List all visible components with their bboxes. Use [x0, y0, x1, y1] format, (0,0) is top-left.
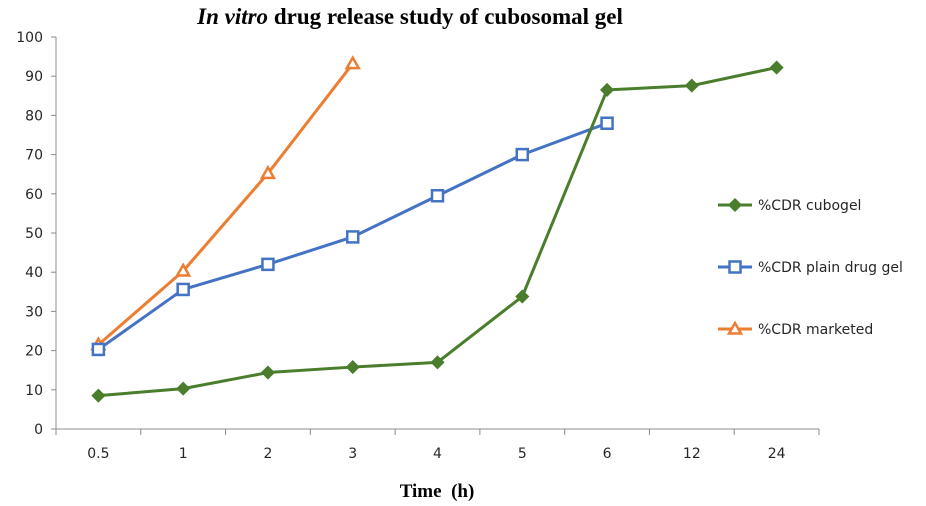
y-tick-label: 0 [34, 422, 43, 438]
legend-label: %CDR marketed [758, 322, 873, 338]
legend-label: %CDR plain drug gel [758, 260, 903, 276]
data-point-cdr-cubogel [599, 82, 615, 97]
data-point-cdr-cubogel [684, 78, 699, 93]
legend-label: %CDR cubogel [758, 198, 861, 214]
data-point-cdr-plain-drug-gel [430, 189, 445, 203]
legend-item-cdr-cubogel: %CDR cubogel [718, 197, 861, 214]
x-tick-label: 6 [603, 446, 612, 462]
data-point-cdr-plain-drug-gel [91, 342, 106, 357]
y-tick-label: 60 [25, 187, 43, 203]
data-point-cdr-marketed [175, 262, 192, 277]
data-point-cdr-cubogel [176, 381, 191, 396]
legend-item-cdr-plain-drug-gel: %CDR plain drug gel [718, 260, 903, 276]
y-tick-label: 40 [25, 265, 43, 281]
x-tick-label: 0.5 [87, 446, 109, 462]
chart-title-rest: drug release study of cubosomal gel [268, 4, 623, 29]
legend: %CDR cubogel %CDR plain drug gel %CDR mark… [718, 197, 903, 338]
x-tick-label: 1 [179, 446, 188, 462]
series-line-cdr-marketed [97, 62, 354, 346]
data-point-cdr-plain-drug-gel [261, 257, 275, 272]
series-layer [90, 55, 784, 403]
y-tick-label: 80 [25, 108, 43, 124]
x-tick-label: 24 [768, 446, 786, 462]
data-point-cdr-cubogel [430, 355, 445, 370]
legend-marker-square-icon [728, 260, 742, 274]
data-point-cdr-cubogel [91, 388, 106, 403]
data-point-cdr-cubogel [769, 60, 784, 75]
x-tick-label: 4 [433, 446, 442, 462]
y-tick-label: 70 [25, 148, 43, 164]
y-tick-label: 30 [25, 304, 43, 320]
x-tick-label: 3 [348, 446, 357, 462]
data-point-cdr-plain-drug-gel [345, 230, 360, 244]
y-tick-label: 10 [25, 383, 43, 399]
y-tick-label: 20 [25, 344, 43, 360]
x-axis-label: Time (h) [400, 481, 475, 502]
data-point-cdr-marketed [344, 55, 361, 70]
series-cdr-plain-drug-gel [91, 116, 614, 357]
legend-marker-triangle-icon [726, 320, 744, 335]
y-tick-label: 100 [16, 30, 43, 46]
series-line-cdr-cubogel [98, 66, 777, 398]
data-point-cdr-cubogel [345, 360, 360, 375]
x-tick-label: 5 [518, 446, 527, 462]
data-point-cdr-cubogel [515, 289, 530, 304]
series-cdr-marketed [90, 55, 361, 351]
data-point-cdr-plain-drug-gel [600, 116, 614, 130]
chart-title-italic: In vitro [196, 4, 268, 29]
x-tick-label: 12 [683, 446, 701, 462]
chart-title: In vitro drug release study of cubosomal… [196, 4, 623, 29]
data-point-cdr-cubogel [260, 365, 276, 380]
legend-item-cdr-marketed: %CDR marketed [718, 320, 873, 338]
data-point-cdr-plain-drug-gel [176, 282, 190, 297]
legend-marker-diamond-icon [727, 197, 743, 213]
data-point-cdr-marketed [259, 164, 277, 180]
series-cdr-cubogel [91, 60, 784, 403]
data-point-cdr-plain-drug-gel [515, 147, 530, 162]
x-tick-label: 2 [263, 446, 272, 462]
y-tick-label: 90 [25, 69, 43, 85]
y-tick-label: 50 [25, 226, 43, 242]
